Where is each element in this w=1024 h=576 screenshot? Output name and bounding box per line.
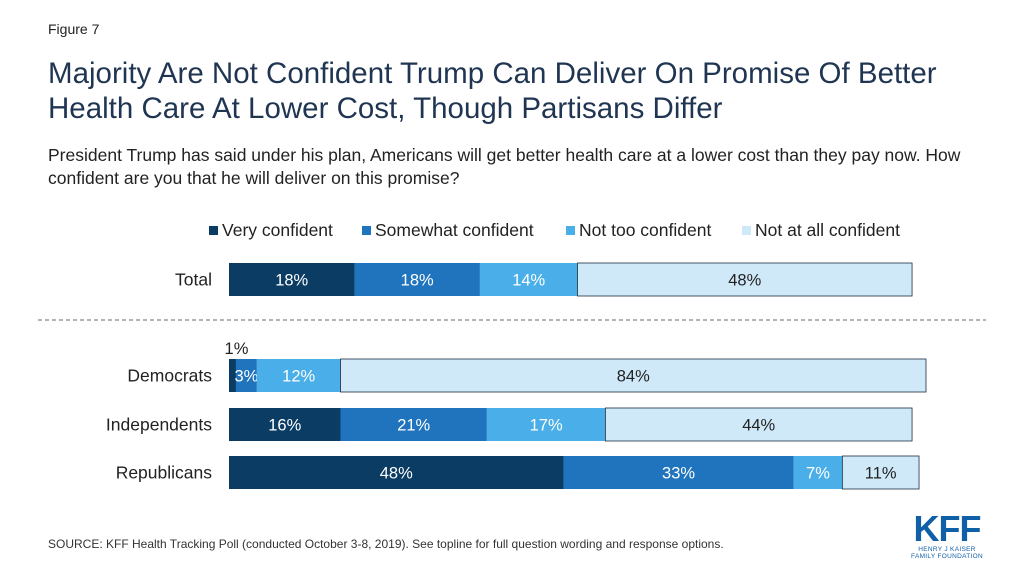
bar-independents-not-at-all-confident bbox=[604, 407, 913, 442]
bar-total-somewhat-confident bbox=[354, 263, 480, 296]
data-label-independents-somewhat-confident: 21% bbox=[397, 417, 430, 435]
logo-line-2: FAMILY FOUNDATION bbox=[911, 553, 983, 560]
data-label-democrats-not-too-confident: 12% bbox=[282, 368, 315, 386]
category-label-independents: Independents bbox=[106, 415, 212, 435]
bar-total-not-at-all-confident bbox=[577, 262, 913, 297]
legend-label-very-confident: Very confident bbox=[222, 220, 333, 240]
logo-wordmark: KFF bbox=[913, 508, 982, 549]
legend-swatch-somewhat-confident bbox=[362, 226, 371, 235]
data-label-total-not-too-confident: 14% bbox=[512, 272, 545, 290]
bar-democrats-not-too-confident bbox=[256, 359, 341, 392]
logo-line-1: HENRY J KAISER bbox=[918, 546, 976, 553]
source-note: SOURCE: KFF Health Tracking Poll (conduc… bbox=[48, 537, 724, 551]
data-label-total-very-confident: 18% bbox=[275, 272, 308, 290]
category-label-total: Total bbox=[175, 270, 212, 290]
legend-label-not-too-confident: Not too confident bbox=[579, 220, 712, 240]
bar-democrats-not-at-all-confident bbox=[340, 358, 927, 393]
bar-republicans-very-confident bbox=[229, 456, 564, 489]
bar-democrats-very-confident bbox=[229, 359, 236, 392]
data-label-republicans-somewhat-confident: 33% bbox=[662, 465, 695, 483]
data-label-total-not-at-all-confident: 48% bbox=[728, 272, 761, 290]
bar-republicans-not-too-confident bbox=[793, 456, 843, 489]
legend-swatch-not-too-confident bbox=[566, 226, 575, 235]
category-label-republicans: Republicans bbox=[116, 463, 213, 483]
data-label-independents-not-too-confident: 17% bbox=[530, 417, 563, 435]
data-label-republicans-not-at-all-confident: 11% bbox=[865, 465, 897, 483]
legend-swatch-very-confident bbox=[209, 226, 218, 235]
bar-democrats-somewhat-confident bbox=[235, 359, 257, 392]
bar-independents-somewhat-confident bbox=[340, 408, 487, 441]
data-label-republicans-very-confident: 48% bbox=[380, 465, 413, 483]
kff-logo: KFF HENRY J KAISER FAMILY FOUNDATION bbox=[906, 508, 988, 561]
data-label-independents-very-confident: 16% bbox=[268, 417, 301, 435]
bar-republicans-not-at-all-confident bbox=[841, 455, 920, 490]
legend-label-somewhat-confident: Somewhat confident bbox=[375, 220, 534, 240]
data-label-total-somewhat-confident: 18% bbox=[401, 272, 434, 290]
data-label-democrats-not-at-all-confident: 84% bbox=[617, 368, 650, 386]
data-label-independents-not-at-all-confident: 44% bbox=[742, 417, 775, 435]
legend-label-not-at-all-confident: Not at all confident bbox=[755, 220, 900, 240]
bar-total-not-too-confident bbox=[479, 263, 578, 296]
data-label-republicans-not-too-confident: 7% bbox=[806, 465, 830, 483]
legend: Very confident Somewhat confident Not to… bbox=[0, 220, 1024, 240]
category-label-democrats: Democrats bbox=[127, 366, 212, 386]
legend-swatch-not-at-all-confident bbox=[742, 226, 751, 235]
figure-label: Figure 7 bbox=[48, 21, 100, 37]
chart-title: Majority Are Not Confident Trump Can Del… bbox=[48, 57, 937, 125]
bar-independents-not-too-confident bbox=[486, 408, 606, 441]
bar-total-very-confident bbox=[229, 263, 355, 296]
data-label-democrats-somewhat-confident: 3% bbox=[234, 368, 258, 386]
bar-independents-very-confident bbox=[229, 408, 341, 441]
data-label-democrats-very-confident: 1% bbox=[225, 340, 249, 358]
chart-subtitle: President Trump has said under his plan,… bbox=[48, 145, 961, 188]
bar-republicans-somewhat-confident bbox=[563, 456, 794, 489]
